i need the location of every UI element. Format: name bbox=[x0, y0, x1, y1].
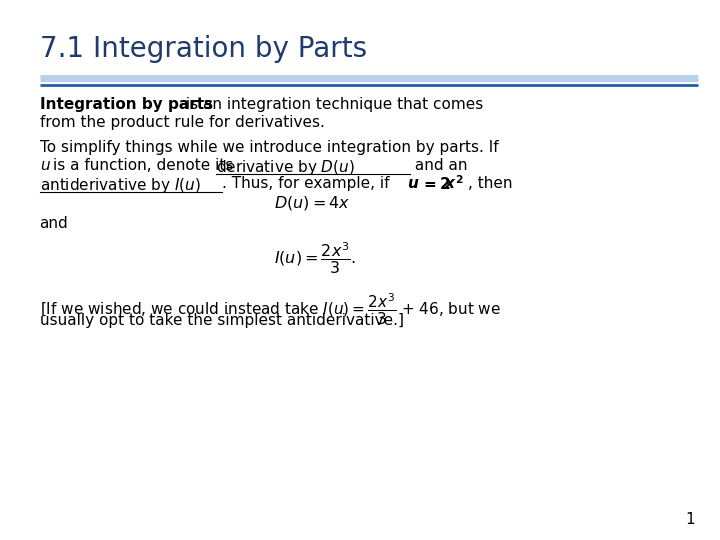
Text: 7.1 Integration by Parts: 7.1 Integration by Parts bbox=[40, 35, 366, 63]
Text: To simplify things while we introduce integration by parts. If: To simplify things while we introduce in… bbox=[40, 140, 498, 156]
Text: derivative by $D$($u$): derivative by $D$($u$) bbox=[216, 158, 355, 177]
Text: $u$: $u$ bbox=[40, 158, 50, 173]
Text: $D(u) = 4x$: $D(u) = 4x$ bbox=[274, 194, 350, 212]
Text: [If we wished, we could instead take $I(u) = \dfrac{2x^3}{3}$ + 46, but we: [If we wished, we could instead take $I(… bbox=[40, 292, 500, 327]
Text: and an: and an bbox=[410, 158, 468, 173]
Text: from the product rule for derivatives.: from the product rule for derivatives. bbox=[40, 115, 325, 130]
Text: . Thus, for example, if: . Thus, for example, if bbox=[222, 176, 394, 191]
Text: $I(u) = \dfrac{2x^3}{3}.$: $I(u) = \dfrac{2x^3}{3}.$ bbox=[274, 240, 356, 276]
Text: 1: 1 bbox=[685, 511, 695, 526]
Text: , then: , then bbox=[468, 176, 513, 191]
Text: usually opt to take the simplest antiderivative.]: usually opt to take the simplest antider… bbox=[40, 313, 404, 328]
Text: $\boldsymbol{u}$: $\boldsymbol{u}$ bbox=[407, 176, 419, 191]
Text: antiderivative by $I$($u$): antiderivative by $I$($u$) bbox=[40, 176, 200, 195]
Text: $\boldsymbol{x}$: $\boldsymbol{x}$ bbox=[444, 176, 457, 191]
Text: $\mathbf{^2}$: $\mathbf{^2}$ bbox=[455, 176, 464, 191]
Text: is an integration technique that comes: is an integration technique that comes bbox=[181, 97, 484, 112]
Text: and: and bbox=[40, 216, 68, 231]
Text: $\mathbf{= 2}$: $\mathbf{= 2}$ bbox=[421, 176, 451, 192]
Text: Integration by parts: Integration by parts bbox=[40, 97, 212, 112]
Text: is a function, denote its: is a function, denote its bbox=[53, 158, 238, 173]
